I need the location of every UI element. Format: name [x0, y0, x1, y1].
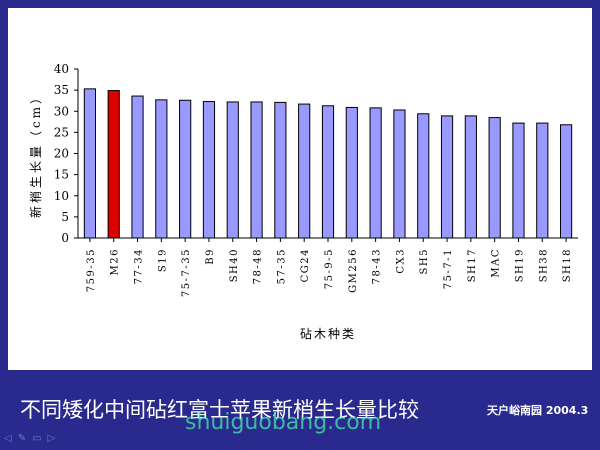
- slide-nav-bar: ◁ ✎ ▭ ▷: [4, 432, 55, 446]
- x-tick-label: 75-9-5: [324, 248, 335, 289]
- bar: [179, 99, 192, 239]
- y-tick-label: 15: [54, 168, 69, 182]
- bar: [298, 103, 311, 239]
- x-tick-label: SH17: [467, 248, 478, 282]
- x-tick-label: 78-43: [372, 248, 383, 284]
- x-tick-label: 77-34: [134, 248, 145, 284]
- x-tick-label: 75-7-35: [181, 248, 192, 297]
- x-tick-label: 78-48: [253, 248, 264, 284]
- bar: [488, 117, 501, 239]
- x-tick-label: SH40: [229, 248, 240, 282]
- slide-title: 不同矮化中间砧红富士苹果新梢生长量比较: [20, 398, 419, 422]
- bar: [250, 101, 263, 239]
- x-tick-label: B9: [205, 248, 216, 265]
- x-tick-label: SH19: [514, 248, 525, 282]
- bar: [226, 101, 239, 239]
- bar: [155, 99, 168, 239]
- y-tick-label: 20: [54, 147, 69, 161]
- x-tick-label: S19: [157, 248, 168, 272]
- bar: [417, 113, 430, 239]
- x-tick-label: SH18: [562, 248, 573, 282]
- bars: [83, 88, 573, 239]
- x-tick-label: CG24: [300, 248, 311, 282]
- bar: [536, 122, 549, 239]
- x-tick-label: 759-35: [86, 248, 97, 292]
- bar: [83, 88, 97, 239]
- menu-icon[interactable]: ▭: [32, 433, 42, 444]
- bar: [202, 101, 216, 239]
- bar: [131, 95, 144, 239]
- y-axis-title: 新梢生长量（cm）: [28, 89, 43, 218]
- x-tick-label: 75-7-1: [443, 248, 454, 289]
- bar: [107, 90, 120, 239]
- bar: [369, 107, 382, 239]
- pen-icon[interactable]: ✎: [17, 433, 27, 444]
- prev-icon[interactable]: ◁: [4, 433, 12, 444]
- bar: [393, 109, 406, 239]
- x-tick-label: 57-35: [276, 248, 287, 284]
- next-icon[interactable]: ▷: [47, 433, 56, 444]
- x-tick-label: CX3: [395, 248, 406, 274]
- x-tick-label: GM256: [348, 248, 359, 293]
- y-tick-label: 40: [54, 62, 69, 76]
- bar: [512, 122, 525, 239]
- slide-credit: 天户峪南园 2004.3: [487, 404, 589, 417]
- y-tick-label: 25: [54, 125, 69, 139]
- y-tick-label: 35: [54, 83, 69, 97]
- bar: [464, 115, 477, 239]
- bar: [560, 124, 573, 239]
- y-tick-label: 30: [54, 104, 69, 118]
- y-tick-label: 5: [61, 210, 69, 224]
- x-tick-label: SH5: [419, 248, 430, 274]
- x-tick-label: MAC: [491, 248, 502, 278]
- bar: [274, 101, 287, 239]
- bar: [321, 105, 335, 239]
- y-axis: 0 5 10 15 20 25 30 35 40: [54, 62, 578, 245]
- bar: [440, 115, 454, 239]
- x-tick-label: M26: [110, 248, 121, 275]
- y-tick-label: 0: [61, 231, 69, 245]
- x-axis-title: 砧木种类: [300, 327, 356, 341]
- y-tick-label: 10: [54, 189, 69, 203]
- x-tick-label: SH38: [538, 248, 549, 282]
- watermark-text: shuiguobang.com: [185, 410, 382, 435]
- x-tick-labels: 759-35 M26 77-34 S19 75-7-35 B9 SH40 78-48 57-35…: [86, 238, 573, 297]
- bar: [345, 106, 358, 239]
